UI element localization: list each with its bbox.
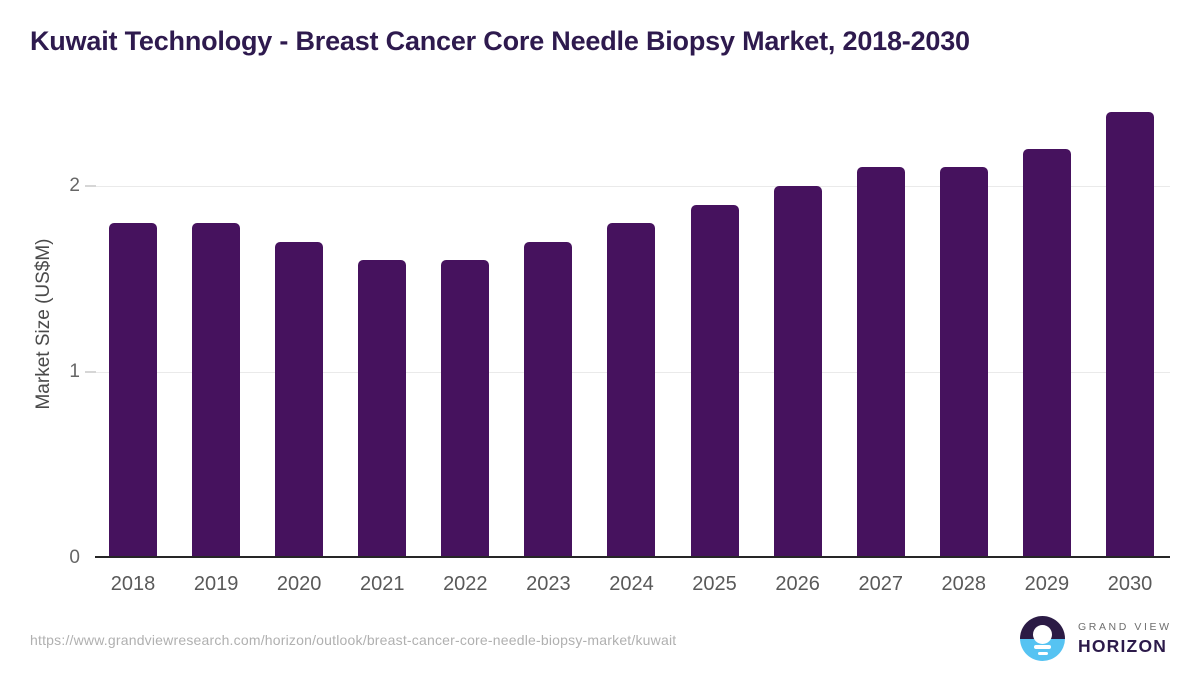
- logo-sun-icon: [1033, 625, 1052, 644]
- bar-2019: [192, 223, 240, 558]
- bar-2028: [940, 167, 988, 558]
- x-tick-label-2029: 2029: [1024, 573, 1070, 595]
- y-tick-label-1: 1: [69, 361, 80, 382]
- logo-sea-half: [1020, 638, 1065, 661]
- bar-2021: [358, 260, 406, 558]
- logo-text-horizon: HORIZON: [1078, 635, 1168, 656]
- source-url: https://www.grandviewresearch.com/horizo…: [30, 632, 677, 648]
- y-tick-label-2: 2: [69, 175, 80, 196]
- bar-2029: [1023, 149, 1071, 558]
- x-tick-label-2027: 2027: [858, 573, 903, 595]
- y-axis-title: Market Size (US$M): [33, 238, 54, 410]
- y-tick-mark-1: [85, 371, 96, 373]
- bar-2018: [109, 223, 157, 558]
- chart-title: Kuwait Technology - Breast Cancer Core N…: [30, 26, 970, 56]
- gridline-2: [95, 186, 1170, 187]
- logo-text-grand-view: GRAND VIEW: [1078, 620, 1172, 633]
- brand-logo: GRAND VIEW HORIZON: [1020, 616, 1172, 661]
- x-axis-line: [95, 556, 1170, 558]
- logo-text: GRAND VIEW HORIZON: [1078, 621, 1172, 657]
- x-tick-label-2020: 2020: [276, 573, 322, 595]
- x-tick-label-2022: 2022: [443, 573, 488, 595]
- bar-2030: [1106, 112, 1154, 558]
- y-tick-label-0: 0: [69, 547, 80, 568]
- x-tick-label-2021: 2021: [359, 573, 405, 595]
- bar-2022: [441, 260, 489, 558]
- x-tick-label-2028: 2028: [941, 573, 987, 595]
- x-tick-label-2030: 2030: [1107, 573, 1153, 595]
- x-tick-label-2019: 2019: [193, 573, 239, 595]
- bar-2020: [275, 242, 323, 558]
- bar-2024: [607, 223, 655, 558]
- x-tick-label-2026: 2026: [775, 573, 820, 595]
- grand-view-horizon-logo-icon: [1020, 616, 1065, 661]
- bar-2026: [774, 186, 822, 558]
- logo-reflection-line-1: [1034, 645, 1051, 649]
- y-tick-mark-2: [85, 185, 96, 187]
- plot-area: 2018 2019 2020 2021 2022 2023 2024 2025 2026 2027…: [95, 90, 1170, 595]
- logo-reflection-line-2: [1038, 652, 1048, 655]
- bar-2027: [857, 167, 905, 558]
- bar-2023: [524, 242, 572, 558]
- bar-2025: [691, 205, 739, 558]
- x-tick-label-2024: 2024: [609, 573, 654, 595]
- x-tick-label-2023: 2023: [526, 573, 571, 595]
- x-tick-label-2025: 2025: [692, 573, 737, 595]
- x-tick-label-2018: 2018: [110, 573, 156, 595]
